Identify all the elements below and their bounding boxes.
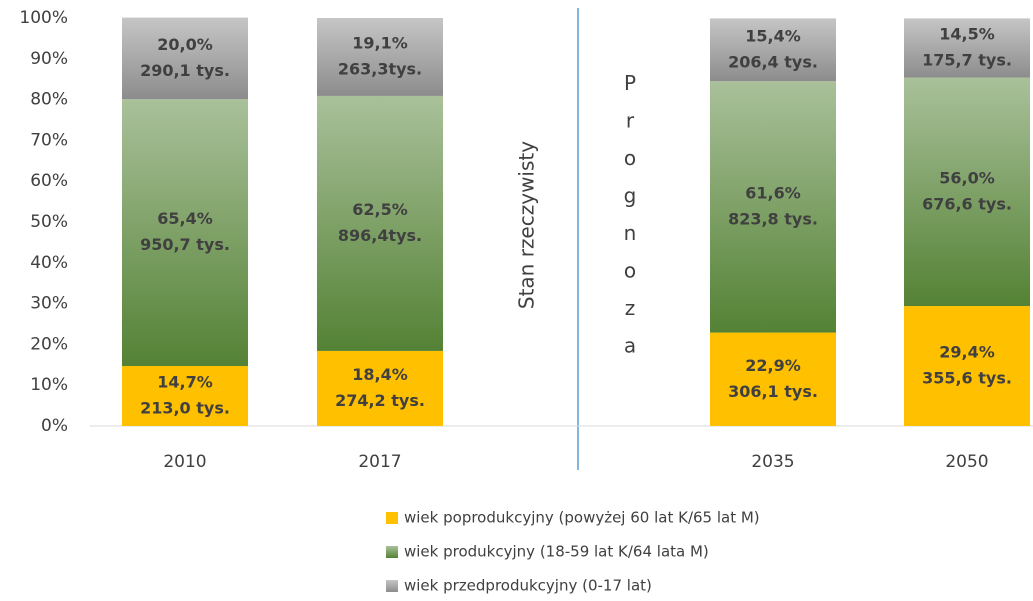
x-tick-label: 2050 xyxy=(945,452,988,472)
y-tick-label: 70% xyxy=(30,130,68,150)
count-label: 896,4tys. xyxy=(338,226,422,245)
count-label: 950,7 tys. xyxy=(140,235,230,254)
y-tick-label: 30% xyxy=(30,294,68,314)
bar-segment xyxy=(710,81,836,333)
value-label: 22,9% xyxy=(745,356,801,375)
count-label: 355,6 tys. xyxy=(922,369,1012,388)
legend-label: wiek przedprodukcyjny (0-17 lat) xyxy=(404,577,652,595)
count-label: 213,0 tys. xyxy=(140,399,230,418)
value-label: 56,0% xyxy=(939,168,995,187)
bar-segment xyxy=(710,18,836,82)
legend-swatch xyxy=(386,512,398,524)
value-label: 29,4% xyxy=(939,343,995,362)
legend-label: wiek produkcyjny (18-59 lat K/64 lata M) xyxy=(404,543,709,561)
y-tick-label: 10% xyxy=(30,375,68,395)
bar-segment xyxy=(904,77,1030,307)
bar-segment xyxy=(122,366,248,426)
value-label: 14,5% xyxy=(939,24,995,43)
bar-segment xyxy=(122,17,248,100)
legend-swatch xyxy=(386,580,398,592)
y-tick-label: 90% xyxy=(30,49,68,69)
bar-segment xyxy=(122,99,248,367)
x-tick-label: 2035 xyxy=(751,452,794,472)
value-label: 14,7% xyxy=(157,373,213,392)
y-tick-label: 50% xyxy=(30,212,68,232)
value-label: 62,5% xyxy=(352,200,408,219)
bar-segment xyxy=(317,350,443,426)
count-label: 290,1 tys. xyxy=(140,61,230,80)
count-label: 263,3tys. xyxy=(338,59,422,78)
value-label: 18,4% xyxy=(352,365,408,384)
y-tick-label: 20% xyxy=(30,334,68,354)
y-tick-label: 80% xyxy=(30,90,68,110)
value-label: 61,6% xyxy=(745,183,801,202)
legend-swatch xyxy=(386,546,398,558)
value-label: 15,4% xyxy=(745,26,801,45)
legend-label: wiek poprodukcyjny (powyżej 60 lat K/65 … xyxy=(404,509,760,527)
bar-segment xyxy=(317,95,443,351)
count-label: 175,7 tys. xyxy=(922,50,1012,69)
bar-segment xyxy=(317,18,443,96)
x-tick-label: 2010 xyxy=(163,452,206,472)
bar-segment xyxy=(904,18,1030,78)
x-tick-label: 2017 xyxy=(358,452,401,472)
value-label: 20,0% xyxy=(157,35,213,54)
count-label: 306,1 tys. xyxy=(728,382,818,401)
y-tick-label: 0% xyxy=(41,416,68,436)
y-tick-label: 100% xyxy=(19,8,68,28)
y-tick-label: 40% xyxy=(30,253,68,273)
bar-segment xyxy=(710,332,836,426)
bar-segment xyxy=(904,306,1030,426)
annotation: Stan rzeczywisty xyxy=(515,141,539,309)
y-tick-label: 60% xyxy=(30,171,68,191)
count-label: 823,8 tys. xyxy=(728,209,818,228)
count-label: 676,6 tys. xyxy=(922,194,1012,213)
count-label: 274,2 tys. xyxy=(335,391,425,410)
value-label: 65,4% xyxy=(157,209,213,228)
value-label: 19,1% xyxy=(352,33,408,52)
count-label: 206,4 tys. xyxy=(728,52,818,71)
